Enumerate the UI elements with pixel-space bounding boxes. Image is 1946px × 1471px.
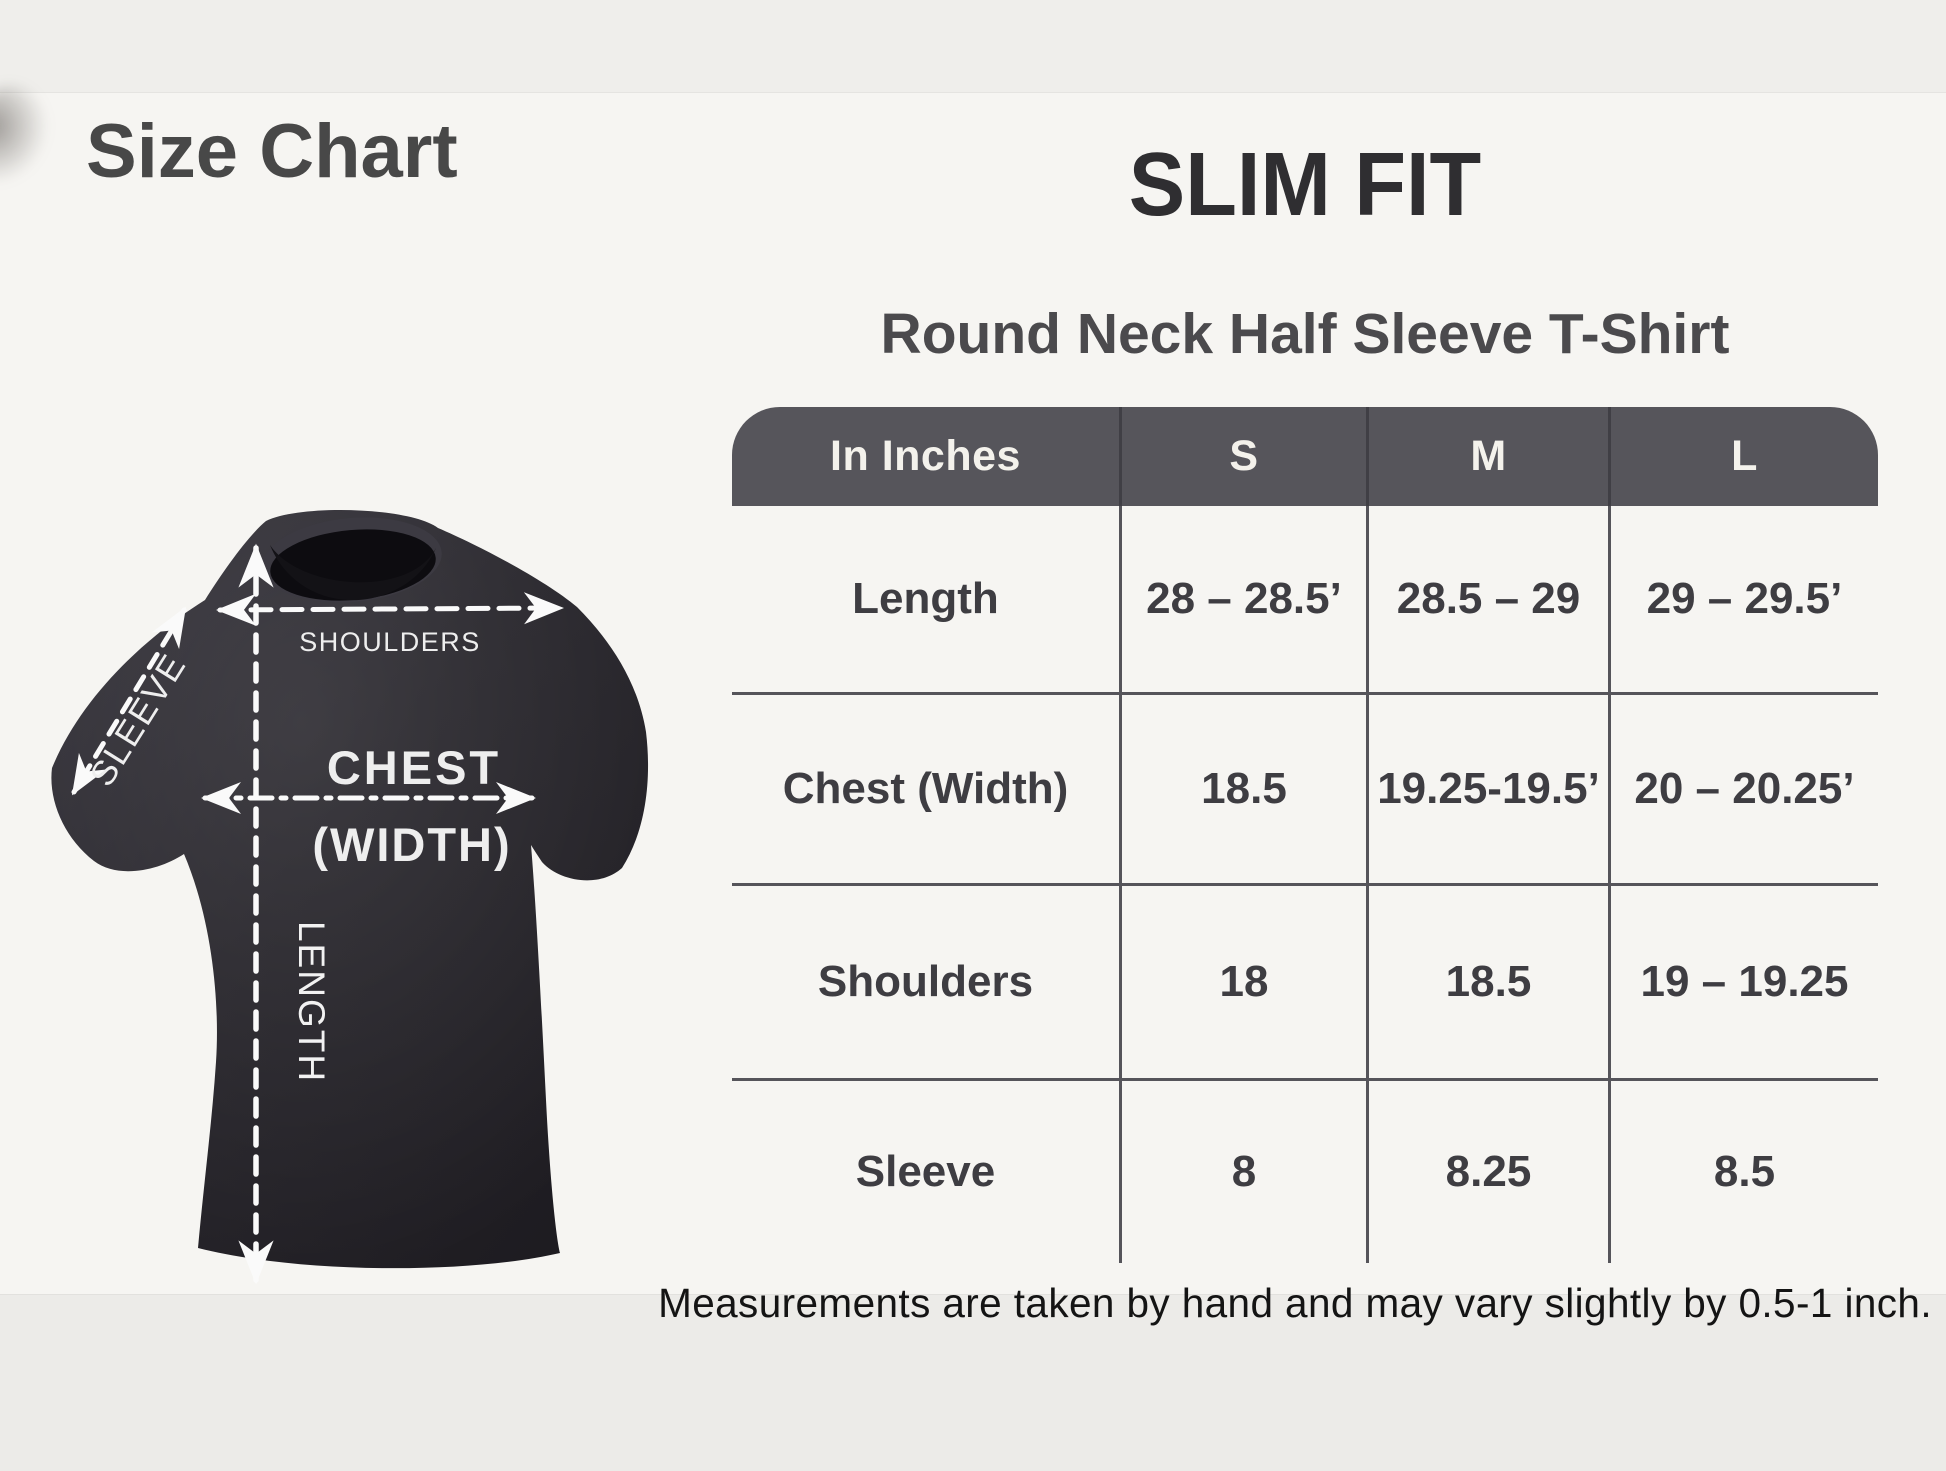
- cell-chest-m: 19.25-19.5’: [1366, 692, 1608, 883]
- length-label: LENGTH: [291, 921, 332, 1083]
- cell-chest-s: 18.5: [1119, 692, 1366, 883]
- cell-length-s: 28 – 28.5’: [1119, 506, 1366, 692]
- header-cell-unit: In Inches: [830, 432, 1021, 480]
- row-label-chest: Chest (Width): [732, 692, 1119, 883]
- size-table-body: Length 28 – 28.5’ 28.5 – 29 29 – 29.5’ C…: [732, 506, 1878, 1263]
- page-title: Size Chart: [86, 109, 458, 194]
- cell-shoulders-m: 18.5: [1366, 883, 1608, 1078]
- tshirt-collar-shadow: [270, 545, 436, 601]
- tshirt-illustration: [51, 510, 649, 1269]
- shoulders-label: SHOULDERS: [299, 627, 481, 657]
- cell-shoulders-l: 19 – 19.25: [1608, 883, 1878, 1078]
- size-table: In Inches S M L Length 28 – 28.5’ 28.5 –…: [732, 407, 1878, 1263]
- cell-shoulders-s: 18: [1119, 883, 1366, 1078]
- page-corner-shadow: [0, 86, 50, 186]
- shoulders-arrow: [216, 592, 564, 626]
- sleeve-arrow: [71, 606, 187, 796]
- size-table-header-row: In Inches S M L: [732, 407, 1878, 506]
- bottom-background-strip: [0, 1294, 1946, 1471]
- row-label-shoulders: Shoulders: [732, 883, 1119, 1078]
- row-label-length: Length: [852, 574, 999, 623]
- top-background-strip: [0, 0, 1946, 93]
- cell-sleeve-m: 8.25: [1366, 1078, 1608, 1263]
- measurement-disclaimer: Measurements are taken by hand and may v…: [658, 1280, 1932, 1326]
- tshirt-shine: [51, 510, 649, 1269]
- header-cell-size-m: M: [1366, 407, 1608, 506]
- chest-label: CHEST: [327, 741, 501, 794]
- chest-width-label: (WIDTH): [312, 818, 511, 871]
- header-cell-size-l: L: [1608, 407, 1878, 506]
- row-label-sleeve: Sleeve: [732, 1078, 1119, 1263]
- cell-sleeve-l: 8.5: [1608, 1078, 1878, 1263]
- tshirt-measurement-diagram: SHOULDERS SLEEVE CHEST (WIDTH) LENGTH: [51, 510, 649, 1285]
- cell-sleeve-s: 8: [1119, 1078, 1366, 1263]
- cell-length-l: 29 – 29.5’: [1608, 506, 1878, 692]
- cell-chest-l: 20 – 20.25’: [1608, 692, 1878, 883]
- fit-title: SLIM FIT: [1128, 135, 1482, 235]
- cell-length-m: 28.5 – 29: [1366, 506, 1608, 692]
- header-cell-size-s: S: [1119, 407, 1366, 506]
- product-subtitle: Round Neck Half Sleeve T-Shirt: [880, 302, 1730, 366]
